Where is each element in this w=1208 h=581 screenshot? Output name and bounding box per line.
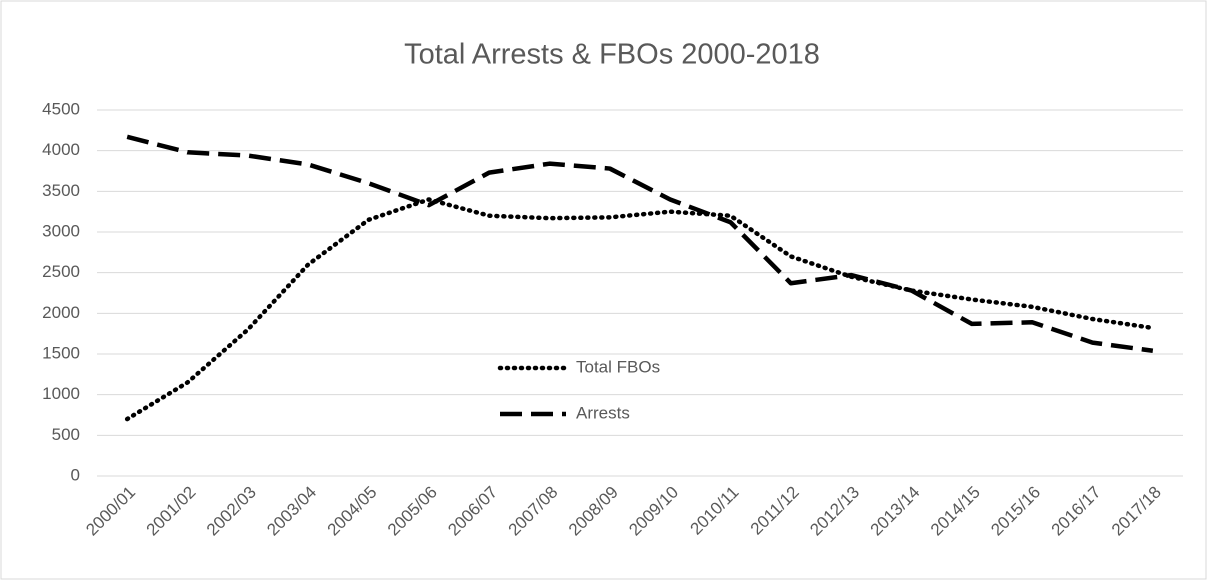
y-tick-label: 1500 xyxy=(42,343,80,362)
y-tick-label: 500 xyxy=(52,425,80,444)
y-tick-label: 4500 xyxy=(42,99,80,118)
chart-title: Total Arrests & FBOs 2000-2018 xyxy=(404,39,820,71)
legend-label: Total FBOs xyxy=(576,357,660,376)
line-series xyxy=(124,197,1156,422)
y-tick-label: 2500 xyxy=(42,262,80,281)
legend-label: Arrests xyxy=(576,403,630,422)
y-tick-label: 3500 xyxy=(42,181,80,200)
y-tick-label: 1000 xyxy=(42,384,80,403)
y-tick-label: 0 xyxy=(71,465,80,484)
y-tick-label: 3000 xyxy=(42,221,80,240)
y-tick-label: 4000 xyxy=(42,140,80,159)
line-series xyxy=(126,134,1154,353)
y-tick-label: 2000 xyxy=(42,303,80,322)
